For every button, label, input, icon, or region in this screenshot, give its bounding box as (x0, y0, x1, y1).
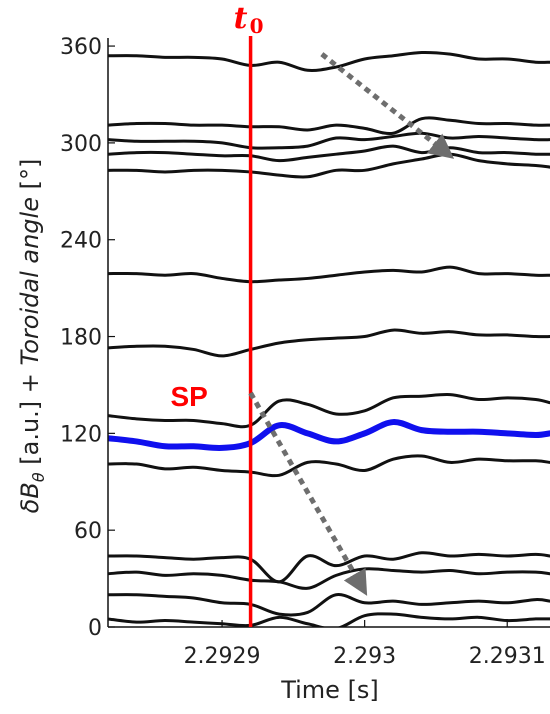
series-line-8 (108, 328, 550, 358)
y-tick-label: 120 (60, 422, 102, 447)
y-axis-title-units: [a.u.] + (16, 365, 44, 472)
y-tick-label: 360 (60, 35, 102, 60)
y-axis-title-subscript: θ (29, 472, 48, 482)
y-axis-title-delta: δ (16, 499, 44, 514)
y-tick-label: 240 (60, 229, 102, 254)
x-axis-title: Time [s] (280, 676, 379, 704)
series-line-5 (108, 454, 550, 478)
y-axis-title: δBθ [a.u.] + Toroidal angle [°] (16, 159, 48, 514)
series-line-11 (108, 144, 550, 163)
x-tick-label: 2.2929 (184, 644, 261, 669)
series-line-12 (108, 131, 550, 150)
axis-layer: 0 60 120 180 240 300 360 2.2929 2.293 2.2931 (60, 35, 550, 669)
propagation-arrow-2 (248, 391, 368, 596)
y-tick-label: 60 (74, 519, 102, 544)
y-axis-title-angle: Toroidal angle (16, 197, 44, 365)
x-tick-label: 2.293 (333, 644, 396, 669)
y-tick-label: 0 (88, 616, 102, 641)
t0-label: t (234, 1, 248, 36)
x-tick-label: 2.2931 (469, 644, 546, 669)
propagation-arrow-1 (320, 52, 455, 159)
series-line-7 (108, 393, 550, 429)
series-line-14 (108, 50, 550, 72)
t0-label-subscript: 0 (250, 14, 264, 38)
series-line-4 (108, 551, 550, 584)
series-line-9 (108, 265, 550, 284)
sp-annotation: SP (170, 381, 207, 412)
series-line-2 (108, 593, 550, 617)
series-line-10 (108, 152, 550, 179)
series-line-3 (108, 567, 550, 590)
annotation-layer: t 0 SP (170, 1, 455, 627)
y-axis-title-b: B (16, 482, 44, 498)
series-line-highlight (108, 419, 550, 451)
plot-layer (108, 50, 550, 627)
y-tick-label: 180 (60, 326, 102, 351)
series-line-13 (108, 116, 550, 136)
y-tick-label: 300 (60, 132, 102, 157)
series-line-1 (108, 612, 550, 627)
y-axis-title-degrees: [°] (16, 159, 44, 197)
